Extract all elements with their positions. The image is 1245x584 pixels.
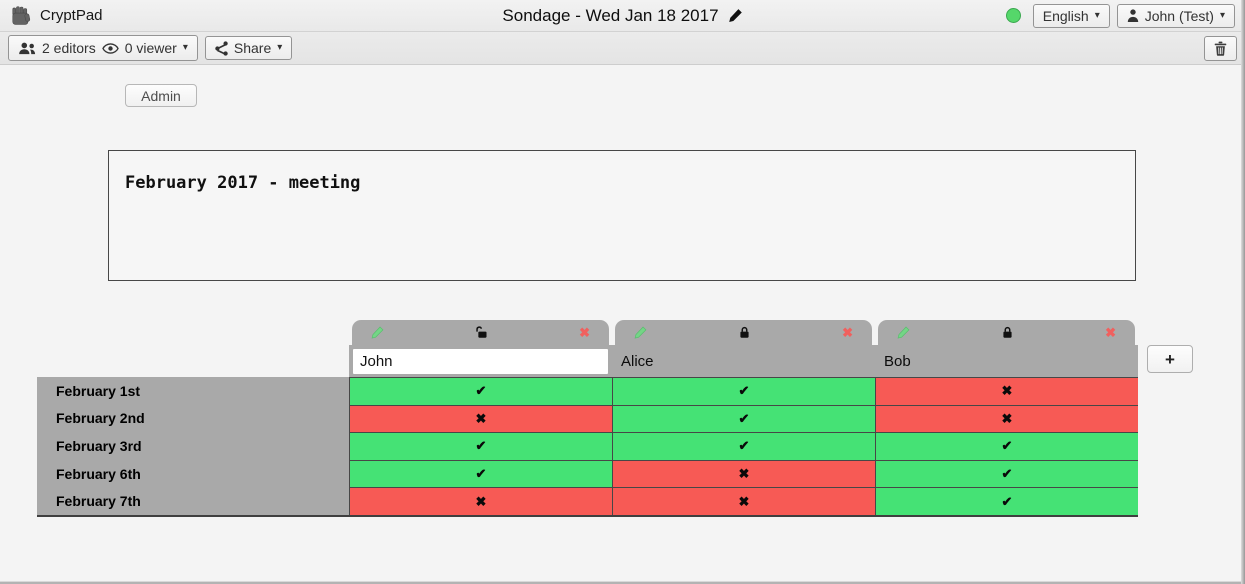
poll-column-tab: ✖ xyxy=(352,320,609,345)
users-icon xyxy=(18,42,36,55)
vote-cell[interactable]: ✔ xyxy=(612,432,875,460)
poll-row-label: February 7th xyxy=(37,487,349,515)
viewers-segment: 0 viewer xyxy=(101,40,177,56)
edit-title-pencil-icon[interactable] xyxy=(728,8,743,23)
vote-cell[interactable]: ✔ xyxy=(875,459,1138,488)
poll-table: ✖ ✖ xyxy=(37,320,1245,517)
window-bottom-edge xyxy=(0,581,1245,584)
viewers-count-label: 0 viewer xyxy=(124,40,177,56)
poll-grid: February 1st ✔ ✔ ✖ February 2nd ✖ ✔ ✖ Fe… xyxy=(37,377,1138,517)
poll-column-slot: ✖ xyxy=(875,320,1138,345)
poll-row-label: February 1st xyxy=(37,377,349,405)
poll-row-label: February 3rd xyxy=(37,432,349,460)
vote-cell[interactable]: ✖ xyxy=(349,487,612,515)
lock-toggle-icon[interactable] xyxy=(475,326,488,339)
admin-button[interactable]: Admin xyxy=(125,84,197,107)
poll-column-tabs-row: ✖ ✖ xyxy=(349,320,1245,345)
user-name-label: John (Test) xyxy=(1144,7,1214,24)
editors-count-label: 2 editors xyxy=(42,40,96,56)
toolbar-right xyxy=(1204,35,1237,61)
poll-column-name-cell: Bob xyxy=(875,345,1138,377)
share-label: Share xyxy=(233,40,272,56)
document-title: Sondage - Wed Jan 18 2017 xyxy=(502,5,719,25)
poll-column-tab: ✖ xyxy=(878,320,1135,345)
connection-status-dot xyxy=(1005,8,1021,23)
editor-toolbar: 2 editors 0 viewer ▾ Share ▾ xyxy=(0,32,1245,65)
vote-cell[interactable]: ✖ xyxy=(612,487,875,515)
top-navbar: CryptPad Sondage - Wed Jan 18 2017 Engli… xyxy=(0,0,1245,32)
remove-column-icon[interactable]: ✖ xyxy=(842,325,853,340)
remove-column-icon[interactable]: ✖ xyxy=(579,325,590,340)
column-name-input[interactable] xyxy=(353,348,608,374)
vote-cell[interactable]: ✖ xyxy=(875,377,1138,405)
edit-column-pencil-icon[interactable] xyxy=(371,326,384,339)
poll-row-label: February 6th xyxy=(37,459,349,488)
poll-column-tab: ✖ xyxy=(615,320,872,345)
remove-column-icon[interactable]: ✖ xyxy=(1105,325,1116,340)
lock-toggle-icon[interactable] xyxy=(738,326,751,339)
user-menu-dropdown[interactable]: John (Test) ▾ xyxy=(1116,3,1235,28)
poll-row-label: February 2nd xyxy=(37,404,349,433)
chevron-down-icon: ▾ xyxy=(182,42,188,53)
language-label: English xyxy=(1042,7,1089,24)
vote-cell[interactable]: ✔ xyxy=(349,432,612,460)
brand-label: CryptPad xyxy=(40,7,103,24)
vote-cell[interactable]: ✖ xyxy=(349,404,612,433)
vote-cell[interactable]: ✔ xyxy=(612,377,875,405)
poll-column-names-row: Alice Bob xyxy=(349,345,1138,377)
poll-column-slot: ✖ xyxy=(612,320,875,345)
poll-column-name-cell xyxy=(349,345,612,377)
brand: CryptPad xyxy=(10,5,103,27)
vote-cell[interactable]: ✔ xyxy=(875,487,1138,515)
language-dropdown[interactable]: English ▾ xyxy=(1032,3,1110,28)
column-name-label: Bob xyxy=(884,352,911,370)
chevron-down-icon: ▾ xyxy=(277,42,283,53)
trash-button[interactable] xyxy=(1204,35,1237,61)
share-icon xyxy=(215,40,228,56)
lock-toggle-icon[interactable] xyxy=(1001,326,1014,339)
vote-cell[interactable]: ✔ xyxy=(875,432,1138,460)
vote-cell[interactable]: ✖ xyxy=(612,459,875,488)
edit-column-pencil-icon[interactable] xyxy=(634,326,647,339)
vote-cell[interactable]: ✔ xyxy=(612,404,875,433)
column-name-label: Alice xyxy=(621,352,654,370)
vote-cell[interactable]: ✖ xyxy=(875,404,1138,433)
chevron-down-icon: ▾ xyxy=(1094,9,1100,21)
eye-icon xyxy=(101,42,119,54)
add-column-button[interactable]: + xyxy=(1147,345,1193,373)
scrollbar-track[interactable] xyxy=(1241,0,1245,584)
presence-dropdown[interactable]: 2 editors 0 viewer ▾ xyxy=(8,35,198,61)
vote-cell[interactable]: ✔ xyxy=(349,377,612,405)
poll-column-slot: ✖ xyxy=(349,320,612,345)
poll-description-textarea[interactable]: February 2017 - meeting xyxy=(108,150,1136,281)
poll-column-name-cell: Alice xyxy=(612,345,875,377)
user-icon xyxy=(1127,9,1139,22)
navbar-right: English ▾ John (Test) ▾ xyxy=(1005,3,1235,28)
editors-segment: 2 editors xyxy=(18,40,96,56)
chevron-down-icon: ▾ xyxy=(1219,9,1225,21)
share-dropdown[interactable]: Share ▾ xyxy=(204,36,293,60)
trash-icon xyxy=(1214,41,1227,56)
edit-column-pencil-icon[interactable] xyxy=(897,326,910,339)
vote-cell[interactable]: ✔ xyxy=(349,459,612,488)
cryptpad-fist-logo-icon xyxy=(10,5,32,27)
